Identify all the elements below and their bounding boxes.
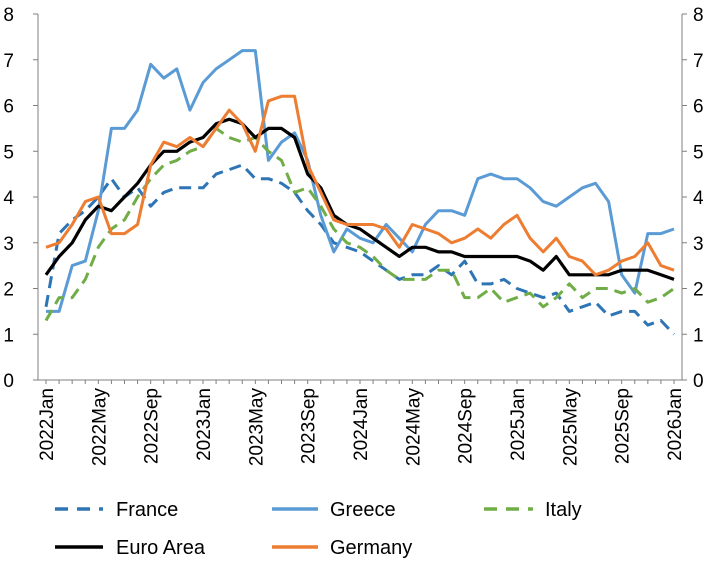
x-tick-label: 2023Jan xyxy=(194,388,215,461)
legend-item-greece: Greece xyxy=(272,499,396,521)
y-tick-label-right: 7 xyxy=(693,51,704,72)
x-tick-label: 2023Sep xyxy=(299,388,320,464)
y-tick-label-right: 3 xyxy=(693,234,704,255)
y-tick-label-left: 1 xyxy=(3,325,14,346)
x-tick-label: 2022Sep xyxy=(142,388,163,464)
series-line-france xyxy=(44,163,676,336)
y-tick-label-left: 3 xyxy=(3,234,14,255)
x-tick-label: 2022May xyxy=(89,388,110,467)
y-tick-label-right: 8 xyxy=(693,5,704,26)
y-tick-label-right: 4 xyxy=(693,188,704,209)
x-tick-label: 2026Jan xyxy=(665,388,686,461)
y-tick-label-left: 6 xyxy=(3,97,14,118)
x-tick-label: 2024Jan xyxy=(351,388,372,461)
y-tick-label-left: 7 xyxy=(3,51,14,72)
y-tick-label-left: 4 xyxy=(3,188,14,209)
x-tick-label: 2023May xyxy=(246,388,267,467)
legend-item-italy: Italy xyxy=(484,499,582,521)
y-axis-right: 0 1 2 3 4 5 6 7 8 xyxy=(682,5,704,392)
x-tick-label: 2024Sep xyxy=(456,388,477,464)
x-tick-label: 2025Sep xyxy=(613,388,634,464)
x-tick-label: 2024May xyxy=(403,388,424,467)
legend-label-france: France xyxy=(116,499,178,521)
y-tick-label-left: 0 xyxy=(3,371,14,392)
y-tick-label-right: 2 xyxy=(693,280,704,301)
y-tick-label-left: 2 xyxy=(3,280,14,301)
y-tick-label-right: 6 xyxy=(693,97,704,118)
x-axis: 2022Jan 2022May 2022Sep 2023Jan 2023May 2023S… xyxy=(37,380,686,466)
legend-label-euro-area: Euro Area xyxy=(116,537,206,559)
series-line-greece xyxy=(46,49,675,313)
x-tick-label: 2025Jan xyxy=(508,388,529,461)
series-line-euro-area xyxy=(44,117,675,281)
series-lines xyxy=(44,49,676,336)
legend-item-euro-area: Euro Area xyxy=(55,537,206,559)
y-tick-label-right: 0 xyxy=(693,371,704,392)
x-tick-label: 2022Jan xyxy=(37,388,58,461)
y-tick-label-right: 1 xyxy=(693,325,704,346)
legend-label-germany: Germany xyxy=(330,537,412,559)
y-tick-label-right: 5 xyxy=(693,142,704,163)
y-axis-left: 0 1 2 3 4 5 6 7 8 xyxy=(3,5,38,392)
y-tick-label-left: 8 xyxy=(3,5,14,26)
series-line-germany xyxy=(45,94,675,277)
legend-label-greece: Greece xyxy=(330,499,396,521)
legend-item-france: France xyxy=(55,499,178,521)
y-tick-label-left: 5 xyxy=(3,142,14,163)
plot-area xyxy=(37,14,683,381)
legend-label-italy: Italy xyxy=(545,499,582,521)
x-tick-label: 2025May xyxy=(560,388,581,467)
series-line-italy xyxy=(44,126,675,322)
legend-item-germany: Germany xyxy=(272,537,412,559)
legend: France Greece Italy Euro Area Germany xyxy=(55,499,582,559)
